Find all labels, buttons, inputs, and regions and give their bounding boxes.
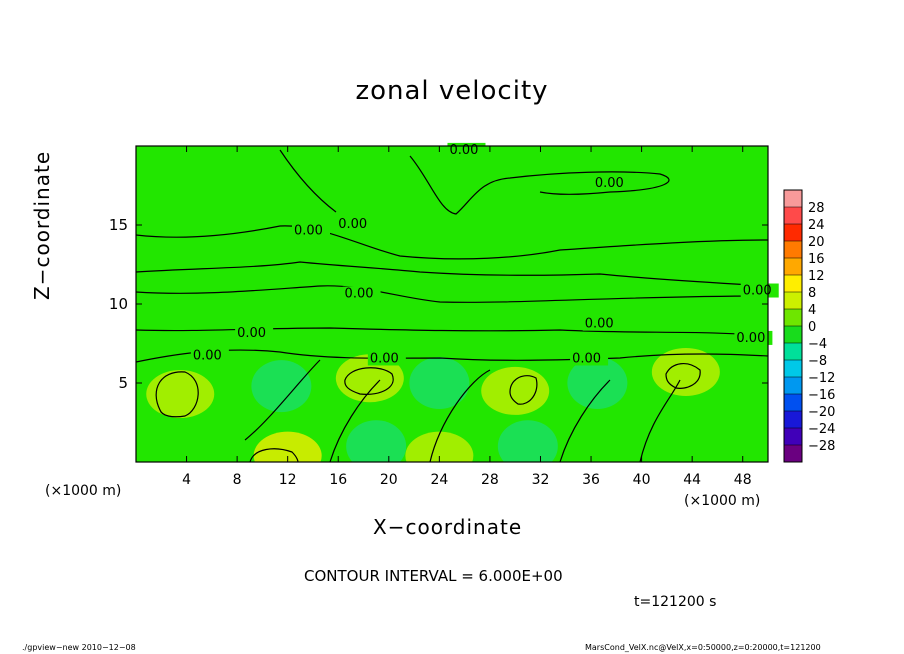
y-tick-label-10: 10 xyxy=(109,295,128,313)
time-label: t=121200 s xyxy=(634,594,717,610)
colorbar-segment-14 xyxy=(784,428,802,446)
colorbar-segment-2 xyxy=(784,224,802,242)
x-tick-label-20: 20 xyxy=(380,472,398,488)
footer-left: ./gpview−new 2010−12−08 xyxy=(22,643,136,652)
colorbar-segment-9 xyxy=(784,343,802,361)
x-axis-ticks: 4 8 12 16 20 24 28 32 36 40 44 48 xyxy=(182,146,752,488)
colorbar-segment-7 xyxy=(784,309,802,327)
contour-interval-label: CONTOUR INTERVAL = 6.000E+00 xyxy=(304,567,563,585)
x-unit-left: (×1000 m) xyxy=(45,483,122,499)
contour-label-bg-9 xyxy=(190,348,229,363)
y-axis-ticks: 5 10 15 xyxy=(109,216,768,392)
contour-label-bg-11 xyxy=(570,351,609,366)
colorbar-segment-1 xyxy=(784,207,802,225)
contour-label-11: 0.00 xyxy=(572,351,601,366)
x-axis-label: X−coordinate xyxy=(373,515,523,539)
x-tick-label-36: 36 xyxy=(582,472,600,488)
colorbar-label-0: 28 xyxy=(808,201,825,216)
warm-region-1 xyxy=(335,354,404,403)
colorbar-label-4: 12 xyxy=(808,269,825,284)
cool-region-2 xyxy=(567,357,628,409)
field-regions xyxy=(146,347,720,462)
x-tick-label-12: 12 xyxy=(279,472,297,488)
contour-label-bg-10 xyxy=(367,351,406,366)
contour-label-0: 0.00 xyxy=(449,143,478,158)
contour-label-7: 0.00 xyxy=(585,317,614,332)
colorbar-label-8: −4 xyxy=(808,337,827,352)
x-tick-label-48: 48 xyxy=(734,472,752,488)
colorbar-segment-13 xyxy=(784,411,802,429)
contour-label-6: 0.00 xyxy=(237,326,266,341)
warm-region-4 xyxy=(253,431,322,462)
contour-label-9: 0.00 xyxy=(193,348,222,363)
colorbar-label-12: −20 xyxy=(808,405,835,420)
x-unit-right: (×1000 m) xyxy=(684,493,761,509)
colorbar-segment-12 xyxy=(784,394,802,412)
x-tick-label-24: 24 xyxy=(430,472,448,488)
contour-label-bg-8 xyxy=(734,330,773,345)
cool-region-0 xyxy=(251,360,312,413)
contour-label-bg-6 xyxy=(235,326,274,341)
cool-region-4 xyxy=(497,420,558,462)
x-tick-label-32: 32 xyxy=(532,472,550,488)
colorbar-segment-15 xyxy=(784,445,802,463)
contour-label-10: 0.00 xyxy=(370,351,399,366)
warm-region-2 xyxy=(481,366,550,415)
colorbar-label-6: 4 xyxy=(808,303,816,318)
colorbar-label-11: −16 xyxy=(808,388,835,403)
colorbar-segment-8 xyxy=(784,326,802,344)
x-tick-label-44: 44 xyxy=(683,472,701,488)
contour-label-bg-2 xyxy=(292,223,330,238)
contour-label-bg-5 xyxy=(740,283,779,298)
plot-area: 0.00 0.00 0.00 0.00 0.00 0.00 0.00 0.00 0.00 0.00… xyxy=(109,142,779,488)
colorbar-segment-11 xyxy=(784,377,802,395)
warm-region-5 xyxy=(405,431,474,462)
colorbar-label-10: −12 xyxy=(808,371,835,386)
colorbar-label-1: 24 xyxy=(808,218,825,233)
colorbar-segment-6 xyxy=(784,292,802,310)
x-tick-label-40: 40 xyxy=(633,472,651,488)
colorbar: 28 24 20 16 12 8 4 0 −4 −8 −12 −16 −20 −24 −28 xyxy=(783,189,835,463)
contour-label-bg-3 xyxy=(336,217,375,232)
contour-label-1: 0.00 xyxy=(595,176,624,191)
chart-title: zonal velocity xyxy=(355,76,549,106)
y-tick-label-15: 15 xyxy=(109,216,128,234)
contour-label-3: 0.00 xyxy=(338,217,367,232)
colorbar-label-9: −8 xyxy=(808,354,827,369)
footer-right: MarsCond_VelX.nc@VelX,x=0:50000,z=0:2000… xyxy=(585,643,821,652)
x-tick-label-28: 28 xyxy=(481,472,499,488)
colorbar-label-2: 20 xyxy=(808,235,825,250)
colorbar-segment-3 xyxy=(784,241,802,259)
contour-labels: 0.00 0.00 0.00 0.00 0.00 0.00 0.00 0.00 0.00 0.00… xyxy=(190,142,779,366)
colorbar-segment-10 xyxy=(784,360,802,378)
x-tick-label-8: 8 xyxy=(233,472,242,488)
contour-label-8: 0.00 xyxy=(736,331,765,346)
contour-label-4: 0.00 xyxy=(345,287,374,302)
contour-label-2: 0.00 xyxy=(294,223,323,238)
colorbar-segment-5 xyxy=(784,275,802,293)
plot-background xyxy=(136,146,768,462)
warm-region-0 xyxy=(146,370,215,419)
x-tick-label-16: 16 xyxy=(329,472,347,488)
colorbar-label-3: 16 xyxy=(808,252,825,267)
colorbar-label-13: −24 xyxy=(808,422,835,437)
colorbar-segment-4 xyxy=(784,258,802,276)
contour-label-bg-1 xyxy=(592,176,631,191)
cool-region-1 xyxy=(409,357,470,409)
y-tick-label-5: 5 xyxy=(118,374,128,392)
warm-region-3 xyxy=(651,347,720,396)
contour-label-5: 0.00 xyxy=(743,284,772,299)
x-tick-label-4: 4 xyxy=(182,472,191,488)
colorbar-label-5: 8 xyxy=(808,286,816,301)
colorbar-label-14: −28 xyxy=(808,439,835,454)
colorbar-segment-0 xyxy=(784,190,802,208)
cool-region-3 xyxy=(346,420,407,462)
colorbar-label-7: 0 xyxy=(808,320,816,335)
contour-label-bg-4 xyxy=(342,286,381,301)
contour-label-bg-7 xyxy=(582,316,621,331)
